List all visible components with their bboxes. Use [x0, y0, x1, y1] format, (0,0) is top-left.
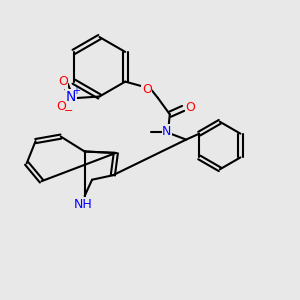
Text: O: O	[186, 101, 196, 114]
Text: O: O	[56, 100, 66, 113]
Text: +: +	[72, 85, 80, 96]
Text: O: O	[58, 75, 68, 88]
Text: N: N	[66, 89, 76, 103]
Text: NH: NH	[74, 199, 92, 212]
Text: O: O	[142, 82, 152, 96]
Text: −: −	[64, 106, 73, 116]
Text: N: N	[162, 125, 172, 138]
